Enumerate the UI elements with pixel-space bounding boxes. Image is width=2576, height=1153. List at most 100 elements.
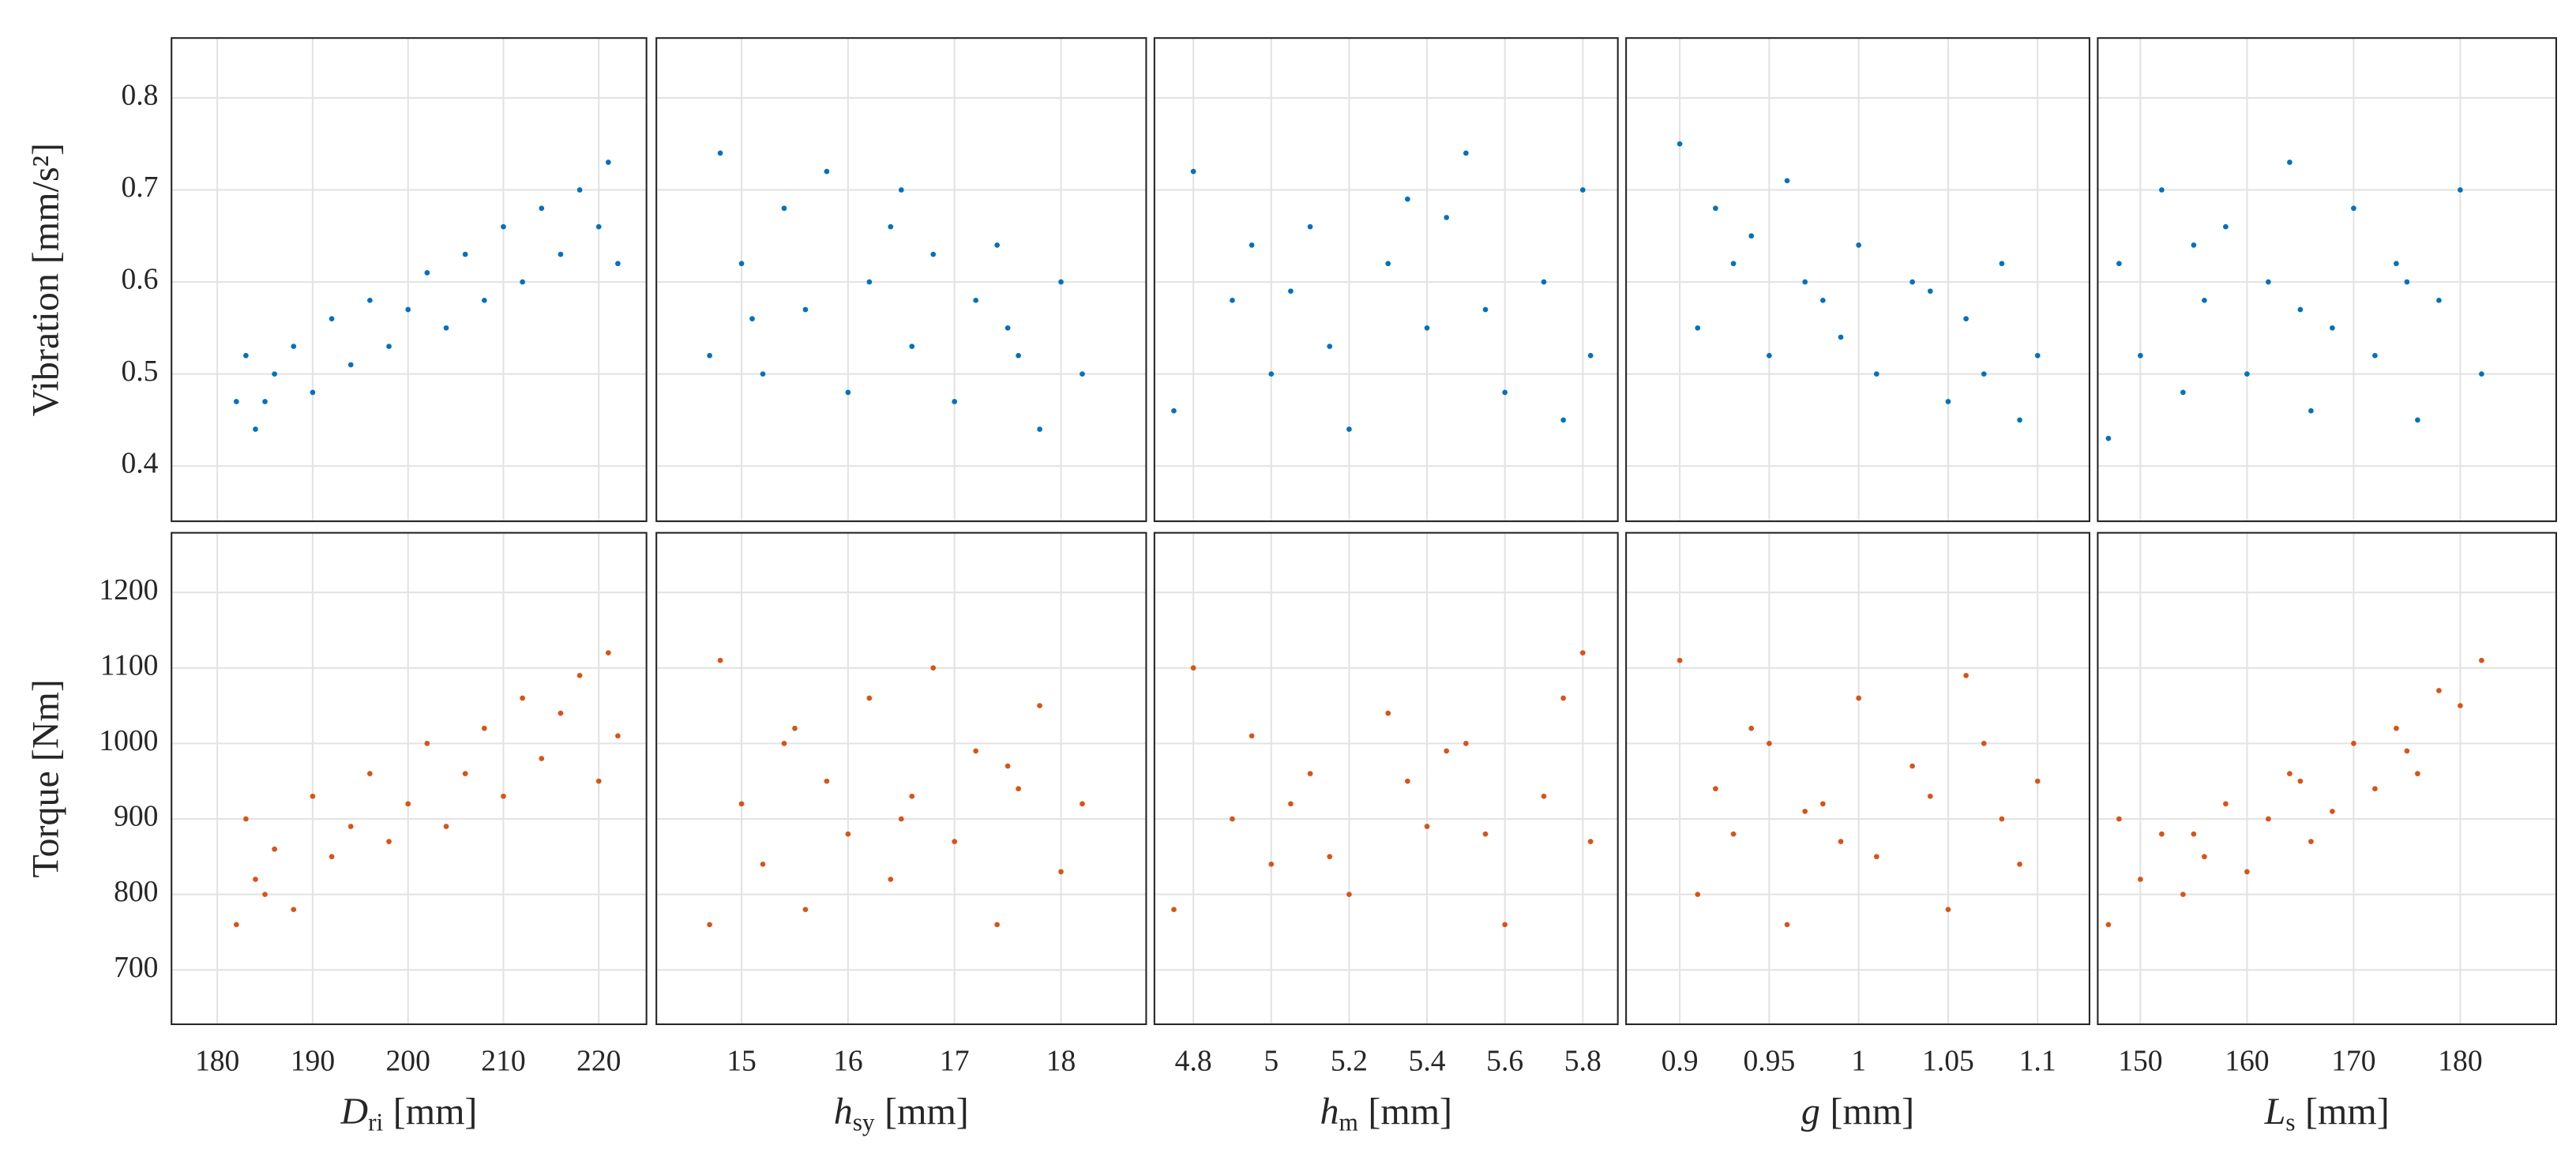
data-point [2394, 261, 2399, 267]
data-point [405, 801, 411, 807]
data-point [1463, 741, 1469, 746]
data-point [1016, 352, 1021, 359]
data-point [262, 892, 268, 897]
x-axis-label: Dri [mm] [340, 1091, 477, 1136]
y-tick-label: 0.8 [121, 80, 158, 112]
data-point [1385, 261, 1391, 267]
x-tick-label: 170 [2331, 1046, 2375, 1078]
data-point [930, 251, 937, 257]
data-point [576, 672, 583, 678]
data-point [1444, 215, 1450, 220]
data-point [2138, 352, 2143, 359]
data-point [501, 793, 506, 799]
data-point [2404, 748, 2410, 754]
panel-background [656, 532, 1147, 1024]
data-point [558, 710, 564, 716]
x-label-symbol: h [1320, 1091, 1339, 1132]
data-point [424, 270, 430, 276]
data-point [558, 251, 564, 257]
data-point [1560, 695, 1566, 701]
data-point [1579, 187, 1586, 193]
x-tick-label: 5.6 [1486, 1046, 1523, 1078]
data-point [2202, 297, 2207, 303]
data-point [2266, 816, 2271, 822]
data-point [1713, 786, 1718, 792]
panel-background [2097, 532, 2556, 1024]
data-point [1820, 801, 1826, 807]
data-point [2223, 223, 2229, 230]
data-point [781, 741, 787, 746]
data-point [1424, 325, 1430, 331]
x-tick-label: 160 [2225, 1046, 2269, 1078]
y-tick-label: 0.6 [121, 264, 158, 296]
panel-frame [1153, 531, 1619, 1026]
y-tick-label: 1200 [99, 574, 158, 607]
x-tick-label: 4.8 [1175, 1046, 1212, 1078]
data-point [2330, 809, 2335, 814]
x-tick-label: 220 [576, 1046, 621, 1078]
x-label-unit: [mm] [393, 1091, 478, 1132]
data-point [973, 748, 979, 754]
data-point [233, 922, 239, 928]
data-point [909, 344, 915, 349]
data-point [2308, 839, 2314, 844]
data-point [1288, 801, 1294, 807]
data-point [2287, 771, 2292, 776]
data-point [1016, 786, 1021, 792]
data-point [481, 297, 487, 303]
data-point [1405, 196, 1410, 202]
data-point [1385, 710, 1391, 716]
x-tick-label: 0.95 [1743, 1046, 1795, 1078]
data-point [501, 223, 506, 230]
panel-background [1626, 532, 2090, 1024]
data-point [1080, 801, 1085, 807]
data-point [1502, 389, 1508, 396]
data-point [1927, 288, 1933, 295]
data-point [253, 877, 258, 882]
x-tick-label: 200 [386, 1046, 430, 1078]
data-point [802, 306, 809, 313]
data-point [1327, 344, 1333, 349]
x-label-subscript: ri [368, 1109, 383, 1136]
data-point [272, 371, 277, 377]
data-point [1346, 426, 1352, 432]
data-point [1695, 892, 1701, 897]
y-tick-label: 800 [114, 876, 158, 908]
data-point [898, 187, 904, 193]
data-point [1999, 816, 2005, 822]
data-point [2458, 703, 2463, 708]
data-point [1482, 306, 1489, 313]
panel-background [1154, 532, 1618, 1024]
x-label-subscript: s [2285, 1109, 2295, 1136]
data-point [1579, 650, 1586, 655]
data-point [605, 160, 611, 165]
x-label-unit: [mm] [884, 1091, 969, 1132]
data-point [717, 657, 723, 663]
y-axis-label: Torque [Nm] [25, 679, 67, 877]
data-point [1695, 325, 1701, 331]
data-point [1838, 839, 1844, 844]
panel-background [1626, 38, 2090, 522]
data-point [1230, 297, 1235, 303]
data-point [520, 279, 525, 285]
x-tick-label: 150 [2118, 1046, 2162, 1078]
x-label-subscript: sy [853, 1109, 875, 1136]
data-point [481, 725, 487, 731]
data-point [615, 733, 621, 739]
data-point [405, 306, 411, 313]
data-point [1784, 922, 1790, 928]
data-point [2180, 892, 2186, 897]
data-point [845, 389, 851, 396]
data-point [1802, 809, 1808, 814]
panel-frame [655, 37, 1147, 523]
data-point [717, 150, 723, 156]
data-point [443, 824, 449, 829]
data-point [1767, 352, 1772, 359]
x-label-unit: [mm] [2305, 1091, 2390, 1132]
x-tick-label: 5.8 [1564, 1046, 1602, 1078]
x-tick-label: 190 [291, 1046, 335, 1078]
data-point [1856, 242, 1861, 248]
data-point [1981, 741, 1987, 746]
x-tick-label: 15 [727, 1046, 757, 1078]
